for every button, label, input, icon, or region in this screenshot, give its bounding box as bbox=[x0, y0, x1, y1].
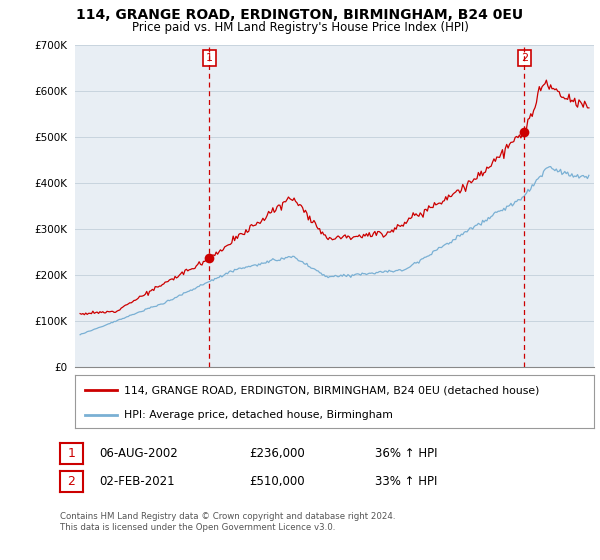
Text: £510,000: £510,000 bbox=[249, 475, 305, 488]
Text: HPI: Average price, detached house, Birmingham: HPI: Average price, detached house, Birm… bbox=[124, 410, 393, 420]
Text: Contains HM Land Registry data © Crown copyright and database right 2024.
This d: Contains HM Land Registry data © Crown c… bbox=[60, 512, 395, 532]
Text: 114, GRANGE ROAD, ERDINGTON, BIRMINGHAM, B24 0EU: 114, GRANGE ROAD, ERDINGTON, BIRMINGHAM,… bbox=[76, 8, 524, 22]
Text: Price paid vs. HM Land Registry's House Price Index (HPI): Price paid vs. HM Land Registry's House … bbox=[131, 21, 469, 34]
Text: £236,000: £236,000 bbox=[249, 447, 305, 460]
Text: 02-FEB-2021: 02-FEB-2021 bbox=[99, 475, 175, 488]
Text: 2: 2 bbox=[67, 475, 76, 488]
Text: 06-AUG-2002: 06-AUG-2002 bbox=[99, 447, 178, 460]
Text: 1: 1 bbox=[67, 447, 76, 460]
Text: 1: 1 bbox=[206, 53, 213, 63]
Text: 114, GRANGE ROAD, ERDINGTON, BIRMINGHAM, B24 0EU (detached house): 114, GRANGE ROAD, ERDINGTON, BIRMINGHAM,… bbox=[124, 385, 539, 395]
Text: 33% ↑ HPI: 33% ↑ HPI bbox=[375, 475, 437, 488]
Text: 2: 2 bbox=[521, 53, 528, 63]
Text: 36% ↑ HPI: 36% ↑ HPI bbox=[375, 447, 437, 460]
